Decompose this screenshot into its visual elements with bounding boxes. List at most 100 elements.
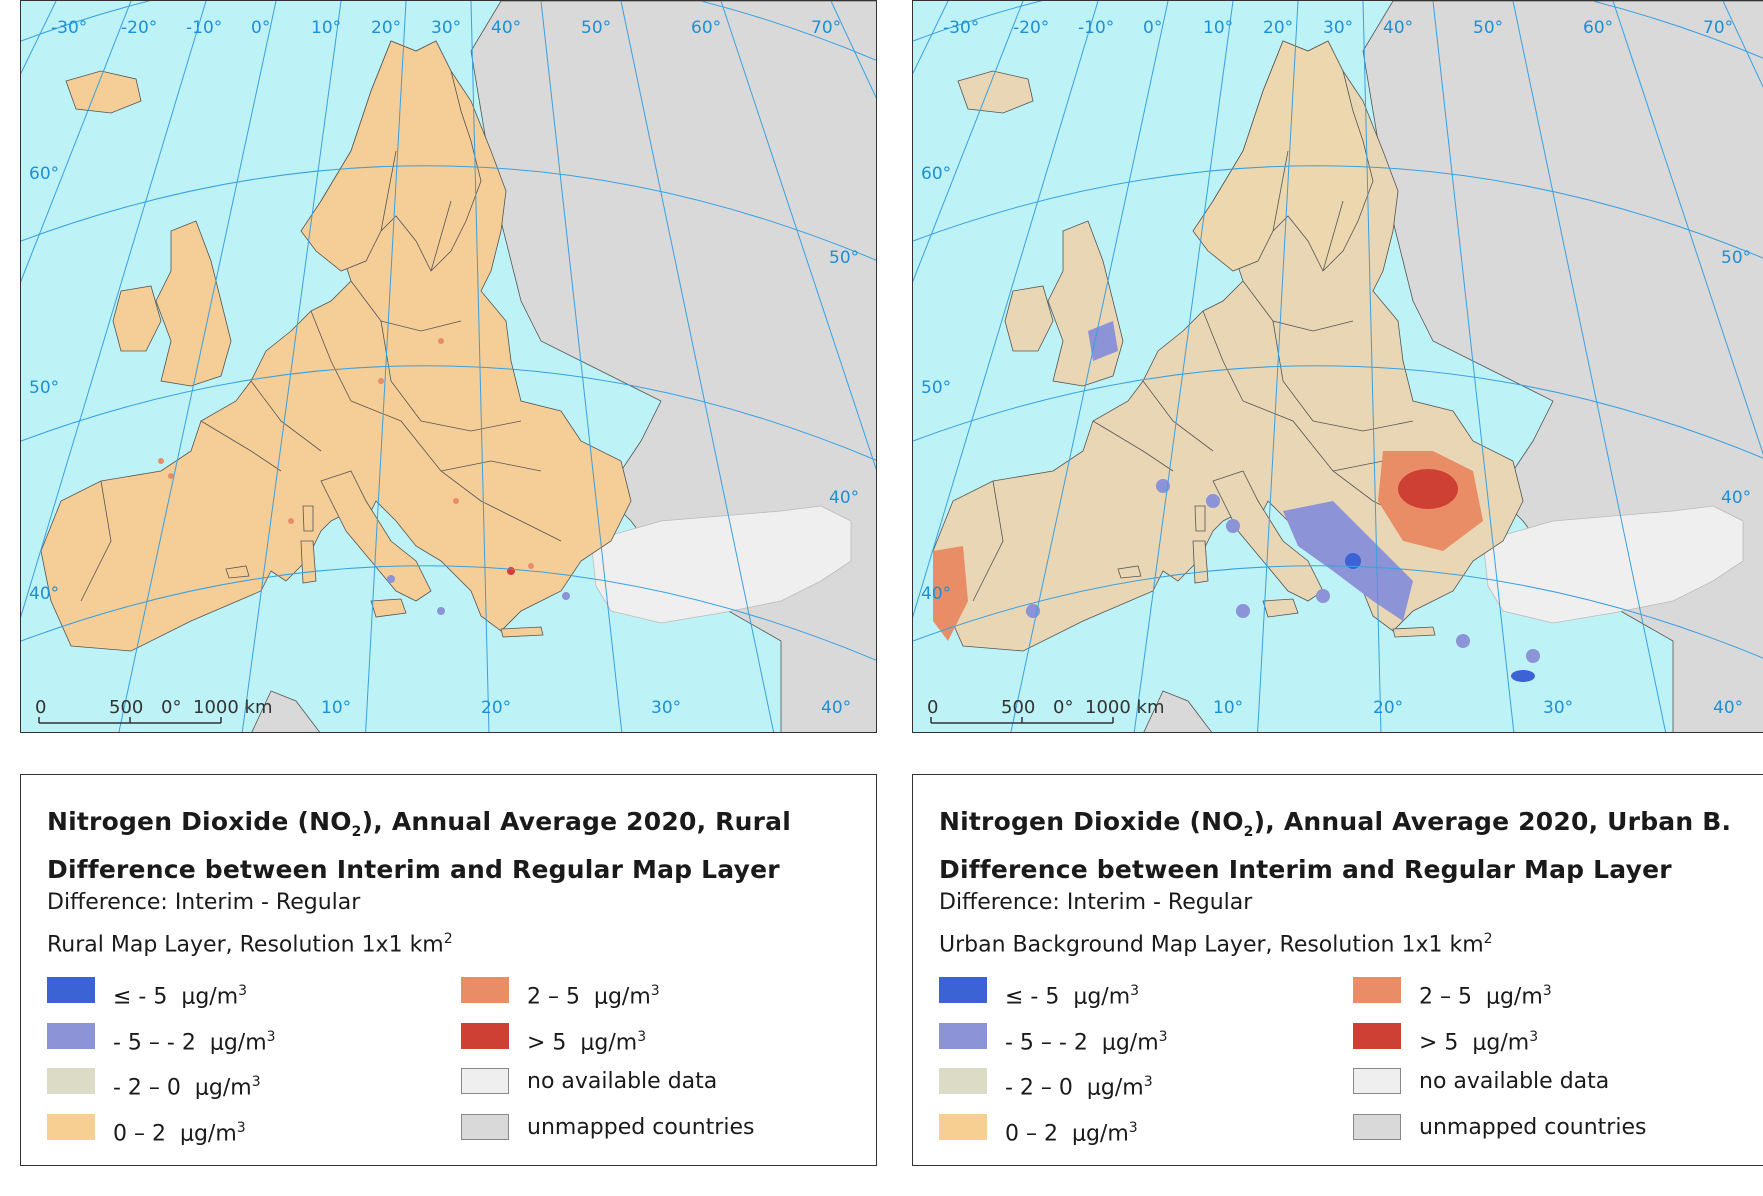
urban-country-border <box>1092 420 1174 472</box>
rural-graticule-meridian <box>241 1 342 732</box>
urban-legend-class: > 5 <box>1419 1030 1473 1056</box>
rural-scale-label: 1000 km <box>193 697 273 718</box>
urban-legend-label: 2 – 5 μg/m3 <box>1419 977 1552 1011</box>
urban-legend-label: - 2 – 0 μg/m3 <box>1005 1068 1153 1102</box>
rural-legend-label: no available data <box>527 1068 717 1096</box>
urban-title-line2: Difference between Interim and Regular M… <box>939 855 1672 884</box>
rural-title-line1-suffix: ), Annual Average 2020, Rural <box>361 807 791 836</box>
urban-legend-swatch <box>1353 1114 1401 1140</box>
rural-graticule-meridian <box>470 1 490 732</box>
rural-graticule-meridian <box>21 1 207 618</box>
rural-legend-unit-sup: 3 <box>238 983 248 999</box>
rural-title-line2: Difference between Interim and Regular M… <box>47 855 780 884</box>
urban-lon-tick-label: -30° <box>943 18 979 38</box>
urban-subtitle-difference: Difference: Interim - Regular <box>939 890 1253 915</box>
rural-legend-unit: μg/m <box>593 984 651 1010</box>
urban-graticule-meridian <box>1362 1 1382 732</box>
rural-graticule-meridian <box>365 1 407 732</box>
urban-lon-tick-label: -20° <box>1013 18 1049 38</box>
rural-scale-label: 0° <box>161 697 181 718</box>
rural-mapped-land <box>225 565 250 579</box>
rural-legend: Nitrogen Dioxide (NO2), Annual Average 2… <box>20 774 877 1166</box>
urban-negative-spot <box>1316 589 1330 603</box>
urban-no-data-area <box>1482 505 1744 624</box>
urban-country-border <box>1202 310 1244 402</box>
urban-legend-swatch <box>939 1023 987 1049</box>
urban-legend-swatch <box>1353 1023 1401 1049</box>
urban-lat-tick-label-right: 50° <box>1721 248 1751 268</box>
rural-country-border <box>430 200 452 272</box>
urban-legend-class: no available data <box>1419 1069 1610 1094</box>
rural-scale-label: 0 <box>35 697 46 718</box>
urban-mapped-land <box>1117 565 1142 579</box>
rural-subtitle-sup: 2 <box>443 931 453 947</box>
urban-negative-spot <box>1526 649 1540 663</box>
urban-lon-tick-label: 40° <box>1383 18 1413 38</box>
rural-subtitle-difference: Difference: Interim - Regular <box>47 890 361 915</box>
rural-country-border <box>80 480 112 602</box>
rural-lat-tick-label: 40° <box>29 584 59 604</box>
rural-lon-tick-label: 50° <box>581 18 611 38</box>
rural-legend-swatch <box>47 1068 95 1094</box>
urban-graticule-meridian <box>913 1 1024 283</box>
urban-graticule-meridian <box>1432 1 1515 732</box>
rural-legend-label: 0 – 2 μg/m3 <box>113 1114 246 1148</box>
rural-country-border <box>350 280 462 332</box>
urban-subtitle-layer-text: Urban Background Map Layer, Resolution 1… <box>939 932 1484 958</box>
urban-strong-negative <box>1511 670 1535 682</box>
rural-negative-spot <box>437 607 445 615</box>
rural-hotspot <box>378 378 384 384</box>
rural-mapped-land <box>302 505 314 532</box>
urban-strong-positive <box>1398 469 1458 509</box>
urban-lat-tick-label: 60° <box>921 164 951 184</box>
urban-negative-spot <box>1226 519 1240 533</box>
urban-subtitle-layer: Urban Background Map Layer, Resolution 1… <box>939 925 1493 959</box>
urban-legend-label: no available data <box>1419 1068 1609 1096</box>
urban-graticule-parallel <box>913 1 1763 59</box>
urban-legend-unit-sup: 3 <box>1143 1074 1153 1090</box>
urban-country-border <box>1322 200 1344 272</box>
rural-graticule-meridian <box>540 1 623 732</box>
rural-lon-tick-label: 30° <box>431 18 461 38</box>
urban-title-line1-suffix: ), Annual Average 2020, Urban B. <box>1253 807 1732 836</box>
rural-legend-class: > 5 <box>527 1030 581 1056</box>
rural-legend-swatch <box>47 1114 95 1140</box>
rural-legend-unit: μg/m <box>209 1030 267 1056</box>
rural-country-border <box>350 400 482 502</box>
rural-legend-swatch <box>461 1114 509 1140</box>
urban-legend-class: - 2 – 0 <box>1005 1075 1087 1101</box>
urban-lon-tick-label: 20° <box>1263 18 1293 38</box>
urban-lat-tick-label: 50° <box>921 378 951 398</box>
rural-subtitle-layer: Rural Map Layer, Resolution 1x1 km2 <box>47 925 453 959</box>
urban-legend-class: 2 – 5 <box>1419 984 1486 1010</box>
rural-lat-tick-label-right: 50° <box>829 248 859 268</box>
urban-country-border <box>1312 420 1414 432</box>
urban-legend-unit: μg/m <box>1071 1121 1129 1147</box>
urban-lon-tick-label: 30° <box>1323 18 1353 38</box>
urban-graticule-meridian <box>1257 1 1299 732</box>
rural-country-border <box>200 420 282 472</box>
urban-legend-unit: μg/m <box>1086 1075 1144 1101</box>
urban-mapped-land <box>1194 505 1206 532</box>
rural-mapped-land <box>155 220 232 387</box>
urban-strong-negative <box>1345 553 1361 569</box>
rural-hotspot <box>507 567 515 575</box>
urban-legend-label: > 5 μg/m3 <box>1419 1023 1538 1057</box>
rural-lon-tick-label: 10° <box>311 18 341 38</box>
rural-lon-tick-label: -10° <box>186 18 222 38</box>
rural-country-border <box>440 460 542 472</box>
rural-graticule-meridian <box>720 1 876 471</box>
rural-map[interactable]: -30° -20° -10° 0° 10° 20° 30° 40° 50° 60° 70° 60° 50… <box>20 0 877 733</box>
rural-lon-tick-label-bottom: 20° <box>481 698 511 718</box>
urban-country-border <box>1142 380 1214 452</box>
urban-graticule-meridian <box>1612 1 1763 456</box>
rural-legend-class: no available data <box>527 1069 718 1094</box>
urban-map[interactable]: -30° -20° -10° 0° 10° 20° 30° 40° 50° 60° 70° 60° 50… <box>912 0 1763 733</box>
rural-graticule-meridian <box>620 1 775 732</box>
rural-panel: -30° -20° -10° 0° 10° 20° 30° 40° 50° 60° 70° 60° 50… <box>20 0 890 1196</box>
urban-panel: -30° -20° -10° 0° 10° 20° 30° 40° 50° 60° 70° 60° 50… <box>912 0 1763 1196</box>
urban-legend-label: 0 – 2 μg/m3 <box>1005 1114 1138 1148</box>
urban-lon-tick-label-bottom: 40° <box>1713 698 1743 718</box>
urban-graticule-meridian <box>1010 1 1169 732</box>
urban-legend-label: ≤ - 5 μg/m3 <box>1005 977 1139 1011</box>
